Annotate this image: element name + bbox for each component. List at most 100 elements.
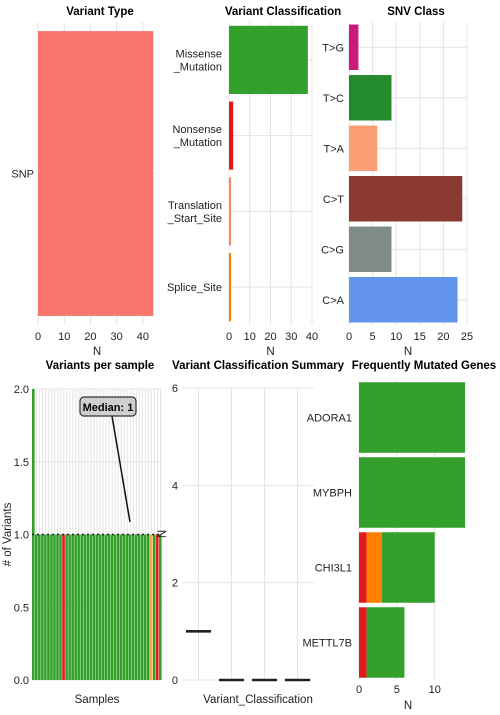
- snv-class-panel: 0 5 10 15 20 25 N T>G T>C T>A C>T C>G C>A: [321, 22, 473, 358]
- x-axis-title: N: [404, 700, 412, 712]
- variant-classification-title: Variant Classification: [225, 6, 341, 18]
- bar-t-c: [349, 75, 392, 121]
- x-tick-label: 0: [346, 331, 352, 343]
- x-tick-label: 15: [414, 331, 426, 343]
- sample-bar: [140, 534, 144, 680]
- x-tick-label: 10: [58, 331, 70, 343]
- bar-c-a: [349, 277, 458, 323]
- sample-bar: [113, 534, 117, 680]
- x-tick-label: 0: [226, 331, 232, 343]
- gene-label: MYBPH: [313, 488, 352, 500]
- median-pointer: [111, 415, 131, 523]
- category-label-line: _Mutation: [173, 137, 222, 149]
- sample-bar: [152, 534, 156, 680]
- x-tick-label: 20: [437, 331, 449, 343]
- y-tick-label: 1.0: [14, 530, 29, 542]
- category-label: SNP: [11, 169, 34, 181]
- category-label-line: C>T: [323, 194, 344, 206]
- sample-bar: [122, 534, 126, 680]
- gene-bar-segment: [359, 607, 367, 678]
- sample-bar: [149, 534, 153, 680]
- sample-bar: [110, 534, 114, 680]
- y-tick-label: 2: [172, 578, 178, 590]
- sample-bar: [62, 534, 65, 680]
- sample-bar: [59, 534, 62, 680]
- y-tick-label: 6: [172, 383, 178, 395]
- category-label-line: Translation: [168, 200, 222, 212]
- sample-bar: [35, 534, 38, 680]
- sample-bar: [146, 534, 150, 680]
- x-tick-label: 40: [306, 331, 318, 343]
- sample-bar: [50, 534, 53, 680]
- bar-translation-start-site: [229, 177, 232, 246]
- category-label-line: _Mutation: [173, 61, 222, 73]
- sample-bar: [38, 534, 41, 680]
- gene-bar-segment: [359, 532, 367, 603]
- sample-bar: [80, 534, 83, 680]
- sample-bar: [143, 534, 147, 680]
- sample-bar: [104, 534, 108, 680]
- category-label: Nonsense _Mutation: [172, 124, 222, 149]
- sample-bar: [83, 534, 87, 680]
- variants-per-sample-title: Variants per sample: [46, 360, 155, 372]
- sample-bar: [77, 534, 80, 680]
- gene-bar-segment: [366, 532, 382, 603]
- sample-bar: [128, 534, 132, 680]
- x-tick-label: 40: [137, 331, 149, 343]
- x-tick-label: 10: [390, 331, 402, 343]
- category-label-line: C>A: [322, 295, 344, 307]
- bar-t-a: [349, 125, 378, 171]
- y-axis-title: N: [157, 530, 169, 538]
- genes-title: Frequently Mutated Genes: [352, 360, 496, 372]
- sample-bar: [56, 534, 59, 680]
- category-label-line: Missense: [176, 48, 222, 60]
- x-tick-label: 30: [111, 331, 123, 343]
- gene-bar-segment: [381, 532, 435, 603]
- category-label-line: T>A: [324, 143, 345, 155]
- sample-bar: [53, 534, 56, 680]
- sample-bar: [125, 534, 129, 680]
- x-tick-label: 10: [244, 331, 256, 343]
- variant-type-panel: 0 10 20 30 40 N SNP: [11, 22, 156, 358]
- x-tick-label: 10: [429, 684, 441, 696]
- x-tick-label: 25: [461, 331, 473, 343]
- category-label-line: T>G: [322, 42, 344, 54]
- gene-bar-segment: [359, 457, 465, 528]
- x-tick-label: 20: [264, 331, 276, 343]
- bar-missense-mutation: [229, 25, 308, 94]
- gene-label: ADORA1: [307, 413, 352, 425]
- category-label: Splice_Site: [167, 282, 222, 294]
- category-label-line: T>C: [323, 93, 344, 105]
- x-tick-label: 0: [35, 331, 41, 343]
- bar-t-g: [349, 24, 359, 70]
- gene-label: CHI3L1: [315, 563, 352, 575]
- x-tick-label: 0: [356, 684, 362, 696]
- x-axis-title: N: [266, 346, 274, 358]
- sample-bar: [74, 534, 77, 680]
- x-axis-title: N: [404, 346, 412, 358]
- y-tick-label: 4: [172, 480, 178, 492]
- sample-bar: [98, 534, 102, 680]
- variant-type-title: Variant Type: [66, 6, 134, 18]
- category-label-line: Nonsense: [172, 124, 222, 136]
- gene-bar-segment: [359, 382, 465, 453]
- sample-bar: [65, 534, 68, 680]
- snv-class-title: SNV Class: [387, 6, 445, 18]
- sample-bar: [116, 534, 120, 680]
- category-label: T>A: [324, 143, 345, 155]
- y-tick-label: 1.5: [14, 457, 29, 469]
- category-label-line: C>G: [321, 244, 344, 256]
- sample-bar: [89, 534, 93, 680]
- sample-bar: [107, 534, 111, 680]
- category-label: C>A: [322, 295, 344, 307]
- category-label-line: Splice_Site: [167, 282, 222, 294]
- median-label-box: [79, 396, 137, 417]
- sample-bar: [47, 534, 50, 680]
- category-label-line: SNP: [11, 169, 34, 181]
- y-tick-label: 0.0: [14, 675, 29, 687]
- sample-bar: [95, 534, 99, 680]
- category-label: C>G: [321, 244, 344, 256]
- sample-bar: [134, 534, 138, 680]
